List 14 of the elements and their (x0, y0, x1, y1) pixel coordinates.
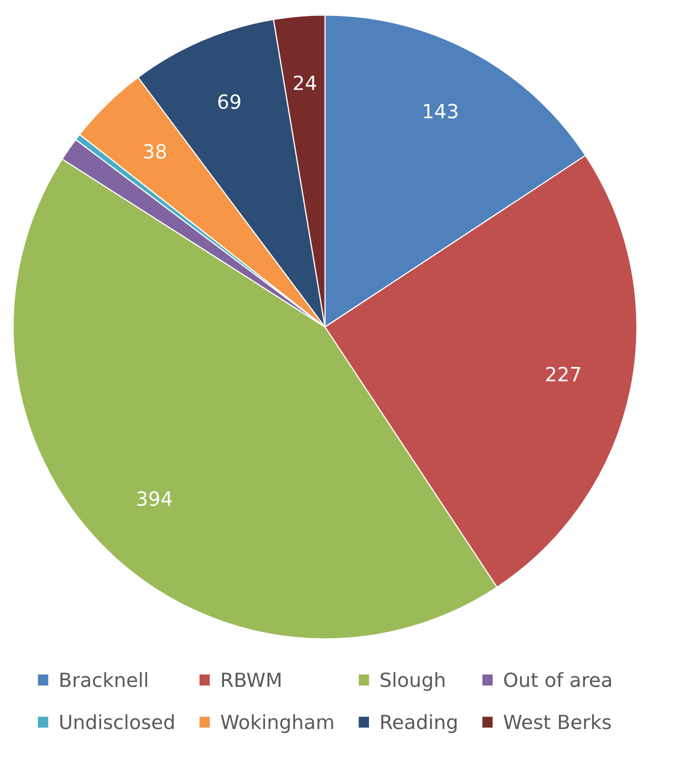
legend-label: RBWM (222, 672, 280, 687)
legend-label: Undisclosed (60, 714, 174, 730)
data-label: 394 (137, 491, 172, 506)
data-label: 24 (294, 76, 316, 90)
data-label: 227 (546, 366, 580, 382)
legend-label: West Berks (504, 714, 611, 730)
legend-label: Bracknell (60, 672, 148, 688)
legend-label: Reading (381, 714, 457, 734)
data-label: 143 (424, 104, 458, 118)
legend-label: Slough (380, 672, 444, 691)
legend-label: Wokingham (220, 714, 334, 734)
data-label: 38 (144, 144, 166, 159)
legend-label: Out of area (504, 672, 612, 688)
data-label: 69 (218, 94, 240, 109)
